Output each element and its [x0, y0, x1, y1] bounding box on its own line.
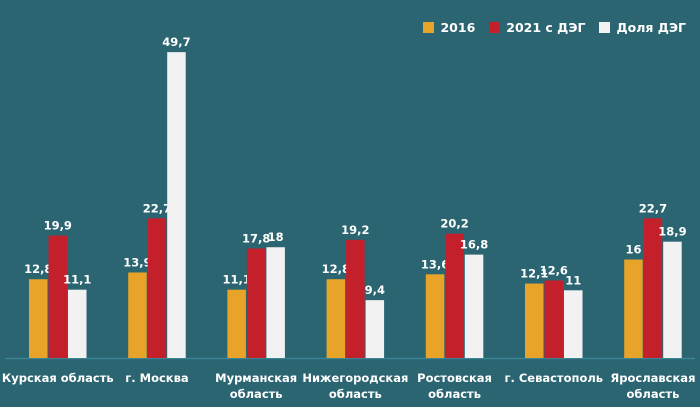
category-label-3-0: Нижегородская	[302, 371, 408, 385]
bar-2021-5	[544, 280, 563, 358]
bar-share-0	[68, 289, 87, 358]
legend-label-2021: 2021 с ДЭГ	[506, 20, 586, 35]
value-label-share-4: 16,8	[460, 238, 488, 252]
value-label-share-1: 49,7	[162, 35, 190, 49]
bar-2021-4	[445, 233, 464, 358]
value-label-2021-6: 22,7	[639, 201, 667, 215]
category-label-6-1: область	[627, 387, 680, 401]
value-label-2016-0: 12,8	[24, 262, 52, 276]
legend-item-2016: 2016	[423, 20, 475, 35]
value-label-2016-2: 11,1	[222, 273, 250, 287]
value-label-2016-5: 12,1	[520, 267, 548, 281]
bar-2021-0	[48, 235, 67, 358]
bar-2021-3	[346, 239, 365, 358]
category-label-2-1: область	[230, 387, 283, 401]
value-label-2016-6: 16	[625, 243, 641, 257]
legend-swatch-share	[599, 22, 611, 33]
bar-2016-3	[326, 279, 346, 358]
value-label-2021-0: 19,9	[44, 219, 72, 233]
bar-2021-2	[246, 248, 266, 358]
legend-label-2016: 2016	[440, 20, 476, 35]
value-label-2021-3: 19,2	[341, 223, 369, 237]
legend-swatch-2016	[423, 22, 435, 33]
value-label-share-6: 18,9	[658, 225, 686, 239]
value-label-share-3: 9,4	[365, 283, 385, 297]
bar-2016-6	[624, 259, 643, 358]
value-label-2016-4: 13,6	[421, 257, 449, 271]
category-label-0-0: Курская область	[2, 371, 114, 385]
category-label-4-0: Ростовская	[417, 371, 492, 385]
value-label-2016-3: 12,8	[322, 262, 350, 276]
category-label-5-0: г. Севастополь	[504, 371, 603, 385]
bar-share-3	[365, 300, 385, 358]
value-label-share-2: 18	[268, 230, 284, 244]
value-label-share-0: 11,1	[63, 273, 91, 287]
bar-share-2	[266, 247, 285, 358]
bar-2021-6	[643, 218, 663, 358]
category-label-4-1: область	[428, 387, 481, 401]
bar-share-5	[564, 290, 583, 358]
legend-swatch-2021	[489, 22, 501, 33]
legend-item-share: Доля ДЭГ	[599, 20, 686, 35]
value-label-2021-1: 22,7	[143, 201, 171, 215]
category-label-1-0: г. Москва	[125, 371, 188, 385]
bar-share-6	[663, 241, 682, 358]
chart-legend: 2016 2021 с ДЭГ Доля ДЭГ	[423, 20, 686, 35]
category-label-6-0: Ярославская	[610, 371, 695, 385]
value-label-2021-2: 17,8	[242, 231, 270, 245]
bar-2016-1	[128, 272, 147, 358]
legend-label-share: Доля ДЭГ	[616, 20, 686, 35]
value-label-2016-1: 13,9	[123, 255, 151, 269]
value-label-2021-4: 20,2	[440, 217, 468, 231]
category-label-3-1: область	[329, 387, 382, 401]
bar-2016-4	[425, 274, 445, 358]
bar-share-1	[167, 52, 186, 359]
category-label-2-0: Мурманская	[215, 371, 297, 385]
bar-2016-2	[227, 289, 246, 358]
value-label-share-5: 11	[565, 273, 581, 287]
bar-2021-1	[147, 218, 167, 358]
bar-share-4	[464, 254, 484, 358]
bar-2016-5	[525, 283, 544, 358]
bar-2016-0	[29, 279, 48, 358]
legend-item-2021: 2021 с ДЭГ	[489, 20, 585, 35]
value-label-2021-5: 12,6	[540, 263, 568, 277]
